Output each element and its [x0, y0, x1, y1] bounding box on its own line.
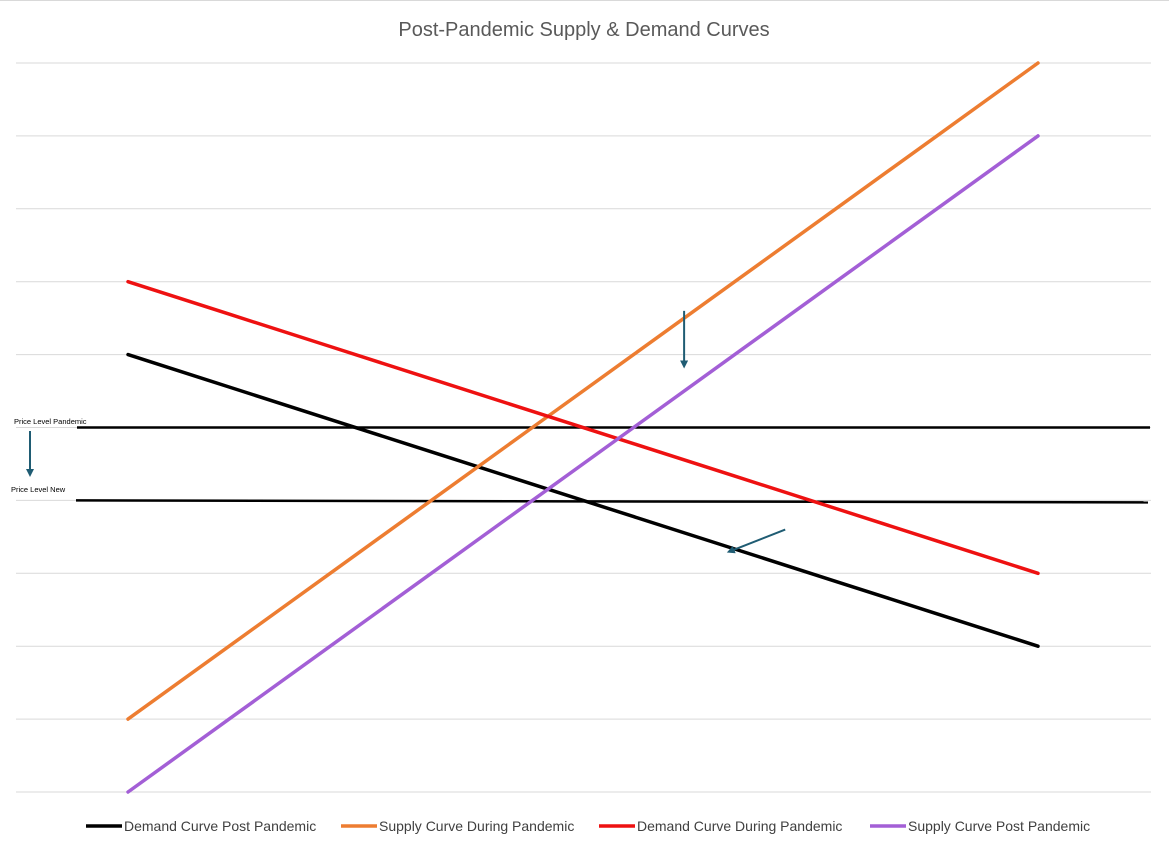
legend-item-supply-during[interactable]: Supply Curve During Pandemic — [341, 818, 574, 834]
legend-label-demand-post: Demand Curve Post Pandemic — [124, 818, 316, 834]
series-line-3 — [126, 279, 1040, 576]
series-line-1 — [126, 352, 1040, 648]
series-line-4 — [126, 134, 1040, 794]
price-level-lines — [75, 426, 1150, 504]
chart-title: Post-Pandemic Supply & Demand Curves — [398, 19, 769, 41]
shift-arrows — [26, 310, 786, 554]
chart-top-border — [0, 0, 1169, 1]
series-lines — [126, 61, 1040, 794]
price-level-pandemic-label: Price Level Pandemic — [14, 417, 87, 426]
legend-item-demand-during[interactable]: Demand Curve During Pandemic — [599, 818, 842, 834]
legend: Demand Curve Post Pandemic Supply Curve … — [86, 818, 1090, 834]
legend-label-supply-during: Supply Curve During Pandemic — [379, 818, 574, 834]
legend-label-demand-during: Demand Curve During Pandemic — [637, 818, 842, 834]
series-line-2 — [126, 61, 1040, 721]
legend-item-demand-post[interactable]: Demand Curve Post Pandemic — [86, 818, 316, 834]
legend-item-supply-post[interactable]: Supply Curve Post Pandemic — [870, 818, 1090, 834]
price-level-line-2 — [75, 499, 1149, 504]
demand-shift-arrow — [726, 528, 786, 554]
price-level-new-label: Price Level New — [11, 485, 66, 494]
legend-label-supply-post: Supply Curve Post Pandemic — [908, 818, 1090, 834]
